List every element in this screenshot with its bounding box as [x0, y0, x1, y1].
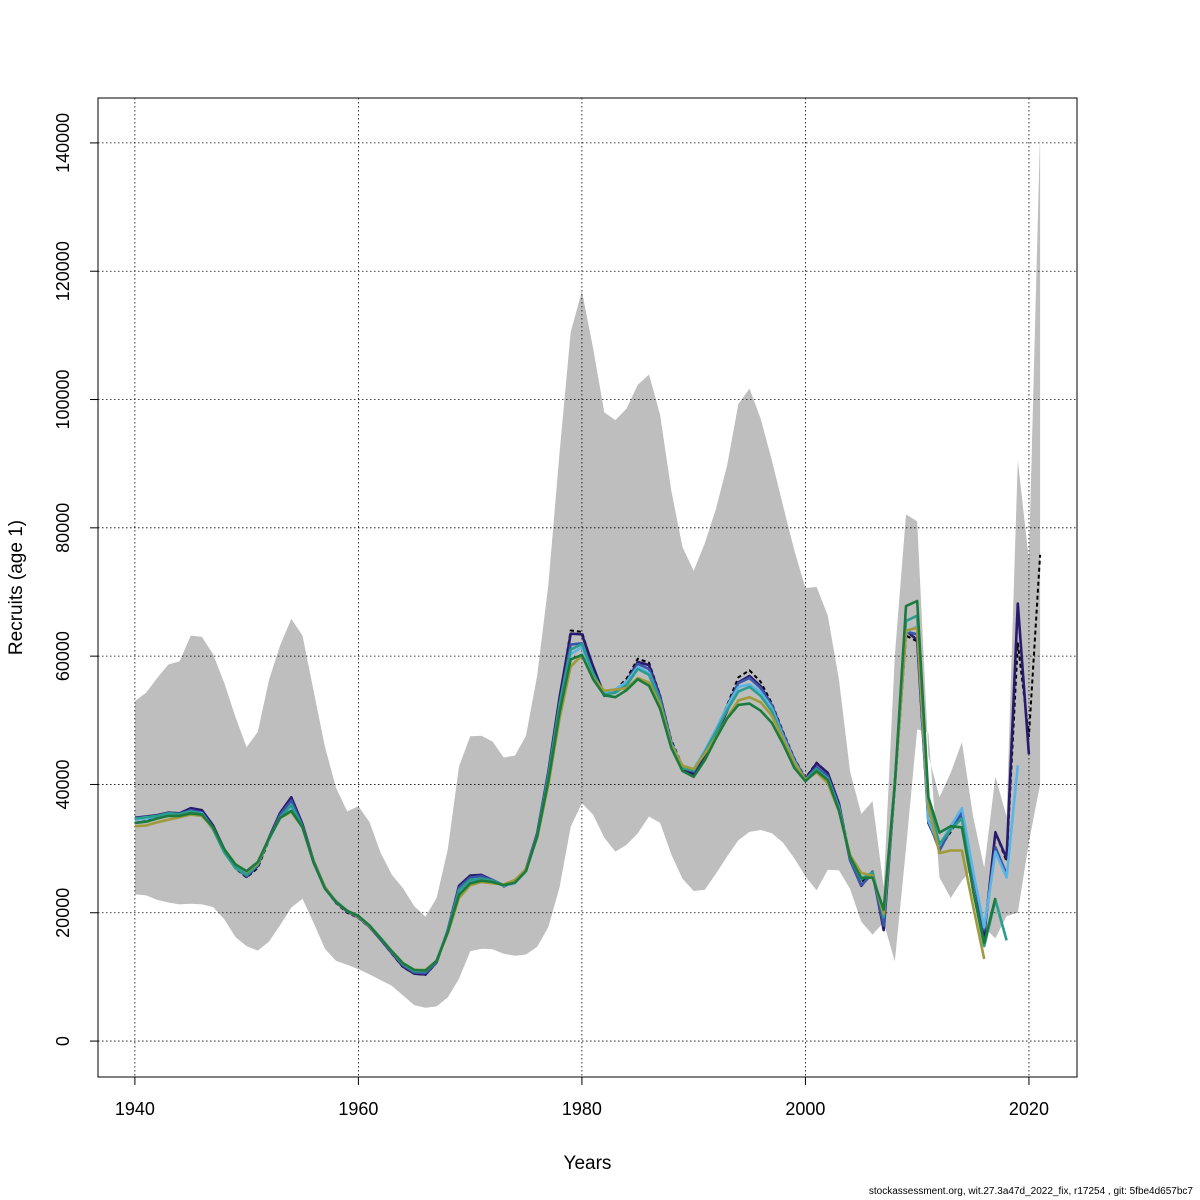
confidence-band: [134, 133, 1041, 1008]
y-tick-label: 40000: [53, 759, 73, 809]
x-tick-label: 2000: [785, 1099, 825, 1119]
series-layer: [134, 554, 1042, 976]
y-tick-label: 20000: [53, 888, 73, 938]
plot-frame: [97, 97, 1078, 1078]
footer-note: stockassessment.org, wit.27.3a47d_2022_f…: [869, 1186, 1194, 1197]
y-tick-label: 140000: [53, 113, 73, 173]
axis-layer: 1940 1960 1980 2000 2020 0 20000 40000 60000 8000…: [53, 113, 1049, 1119]
y-tick-label: 80000: [53, 503, 73, 553]
grid-layer: [98, 98, 1077, 1077]
x-tick-label: 1940: [115, 1099, 155, 1119]
x-tick-label: 1960: [338, 1099, 378, 1119]
y-axis-title: Recruits (age 1): [6, 520, 27, 655]
x-tick-label: 2020: [1009, 1099, 1049, 1119]
y-tick-label: 0: [53, 1036, 73, 1046]
x-tick-label: 1980: [562, 1099, 602, 1119]
x-axis-title: Years: [564, 1153, 612, 1174]
series-line-3: [134, 630, 1008, 975]
y-tick-label: 100000: [53, 369, 73, 429]
series-line-7: [134, 599, 997, 972]
y-tick-label: 60000: [53, 631, 73, 681]
y-tick-label: 120000: [53, 241, 73, 301]
confidence-band-layer: [134, 133, 1041, 1008]
